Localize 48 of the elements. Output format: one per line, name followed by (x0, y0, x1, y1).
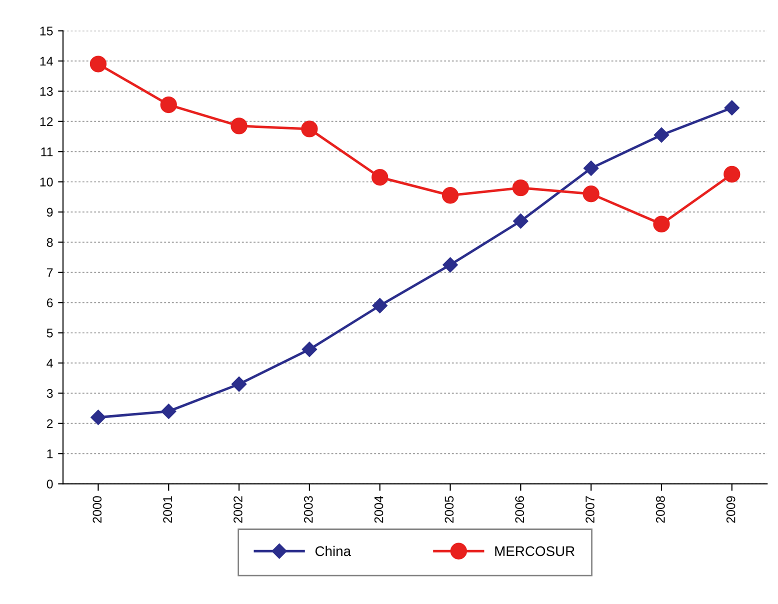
y-tick-label: 14 (40, 56, 53, 66)
point (654, 127, 670, 143)
x-tick-label: 2005 (444, 496, 454, 523)
y-tick-label: 12 (40, 117, 53, 126)
y-tick-label: 4 (46, 358, 53, 368)
point (372, 298, 388, 314)
y-tick-label: 11 (41, 148, 53, 156)
x-tick-label: 2006 (515, 496, 524, 523)
point (160, 96, 177, 114)
x-tick-label: 2003 (304, 496, 313, 523)
point (90, 56, 107, 72)
x-tick-label: 2001 (163, 496, 172, 523)
point (161, 404, 176, 419)
point (584, 160, 599, 176)
legend-label: China (315, 546, 352, 556)
point (512, 180, 530, 196)
point (301, 120, 318, 138)
point (231, 376, 247, 392)
x-tick-label: 2008 (656, 496, 665, 523)
point (582, 186, 600, 202)
x-tick-label: 2004 (374, 496, 384, 523)
point (653, 216, 670, 232)
y-tick-label: 2 (46, 419, 53, 428)
point (230, 118, 248, 134)
x-tick-label: 2007 (586, 496, 594, 523)
legend-label: MERCOSUR (495, 546, 574, 556)
x-tick-label: 2009 (726, 496, 736, 523)
point (90, 410, 106, 425)
y-tick-label: 5 (46, 328, 53, 338)
point (302, 342, 318, 357)
y-tick-label: 15 (40, 26, 53, 36)
point (372, 168, 388, 186)
point (724, 100, 740, 116)
y-tick-label: 3 (46, 389, 53, 398)
y-tick-label: 6 (46, 298, 53, 308)
x-tick-label: 2000 (92, 496, 102, 523)
point (513, 213, 528, 229)
y-tick-label: 13 (40, 87, 53, 96)
y-tick-label: 7 (46, 268, 53, 277)
y-tick-label: 9 (46, 208, 53, 217)
y-tick-label: 1 (47, 450, 53, 458)
x-tick-label: 2002 (234, 496, 242, 523)
y-tick-label: 0 (46, 480, 53, 488)
y-tick-label: 10 (40, 178, 53, 186)
point (442, 187, 459, 204)
y-tick-label: 8 (46, 238, 53, 247)
point (442, 257, 458, 272)
point (724, 166, 740, 183)
